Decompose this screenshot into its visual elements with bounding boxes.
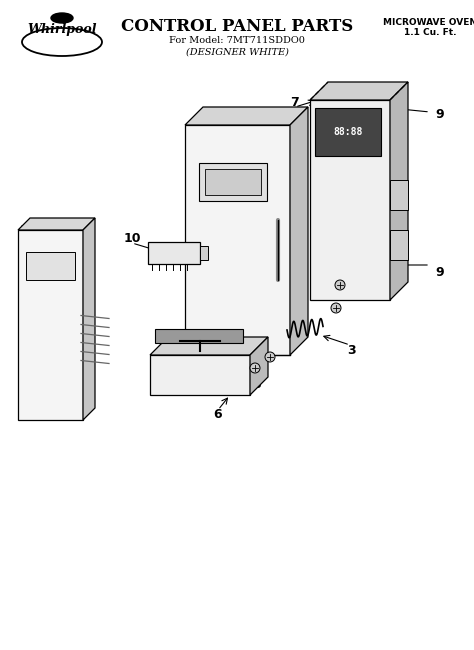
Text: 5: 5 xyxy=(204,131,212,144)
Bar xyxy=(199,163,267,201)
Polygon shape xyxy=(310,82,408,100)
Text: 11: 11 xyxy=(19,224,37,237)
Polygon shape xyxy=(185,107,308,125)
Text: 88:88: 88:88 xyxy=(333,127,363,137)
Circle shape xyxy=(331,303,341,313)
Text: 1.1 Cu. Ft.: 1.1 Cu. Ft. xyxy=(404,28,456,37)
Text: For Model: 7MT711SDDO0: For Model: 7MT711SDDO0 xyxy=(169,36,305,45)
Bar xyxy=(390,180,408,210)
Text: 8: 8 xyxy=(253,378,261,391)
Text: Whirlpool: Whirlpool xyxy=(27,23,97,36)
Text: 6: 6 xyxy=(214,408,222,421)
Text: CONTROL PANEL PARTS: CONTROL PANEL PARTS xyxy=(121,18,353,35)
Text: 3: 3 xyxy=(348,343,356,356)
Bar xyxy=(148,242,200,264)
Polygon shape xyxy=(150,337,268,355)
Ellipse shape xyxy=(51,13,73,23)
Polygon shape xyxy=(185,125,290,355)
Bar xyxy=(200,246,208,260)
Circle shape xyxy=(335,280,345,290)
Circle shape xyxy=(265,352,275,362)
Polygon shape xyxy=(150,355,250,395)
Bar xyxy=(205,169,261,195)
Polygon shape xyxy=(390,82,408,300)
Polygon shape xyxy=(290,107,308,355)
Text: 7: 7 xyxy=(291,96,300,109)
Polygon shape xyxy=(18,218,95,230)
Text: 9: 9 xyxy=(436,265,444,278)
Polygon shape xyxy=(250,337,268,395)
Polygon shape xyxy=(310,100,390,300)
Polygon shape xyxy=(83,218,95,420)
Bar xyxy=(390,230,408,260)
Bar xyxy=(26,252,75,280)
Bar xyxy=(315,108,381,156)
Text: (DESIGNER WHITE): (DESIGNER WHITE) xyxy=(185,48,289,57)
Bar xyxy=(155,329,243,343)
Text: MICROWAVE OVEN: MICROWAVE OVEN xyxy=(383,18,474,27)
Text: 10: 10 xyxy=(123,231,141,244)
Polygon shape xyxy=(18,230,83,420)
Circle shape xyxy=(250,363,260,373)
Text: 9: 9 xyxy=(436,109,444,122)
